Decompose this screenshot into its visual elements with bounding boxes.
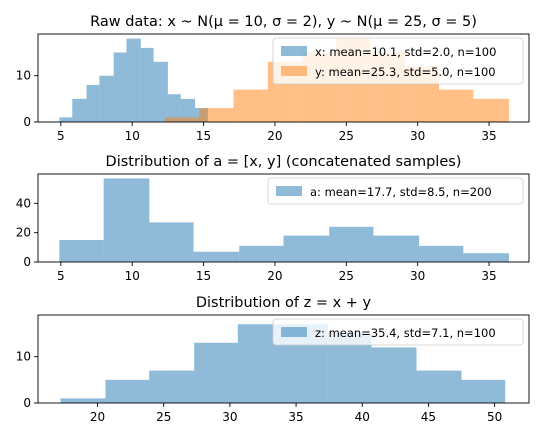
legend-box	[267, 177, 524, 205]
y-tick-label: 0	[23, 396, 31, 410]
histogram-bar	[371, 347, 417, 403]
histogram-bar	[473, 98, 510, 122]
histogram-bar	[72, 98, 87, 122]
axes-frame	[37, 314, 530, 404]
histogram-bar	[86, 84, 100, 122]
legend: a: mean=17.7, std=8.5, n=200	[267, 177, 524, 205]
y-tick-label: 10	[16, 350, 31, 364]
x-tick-label: 10	[125, 129, 140, 143]
legend: x: mean=10.1, std=2.0, n=100 y: mean=25.3…	[272, 37, 524, 85]
chart-3: Distribution of z = x + y 20 25 30 35 40 45 50 0…	[16, 295, 530, 424]
legend-label: y: mean=25.3, std=5.0, n=100	[315, 65, 496, 79]
histogram-bar	[59, 117, 73, 122]
histogram-bar	[329, 226, 374, 262]
x-tick-label: 50	[487, 410, 502, 424]
chart-1: Raw data: x ~ N(μ = 10, σ = 2), y ~ N(μ …	[16, 14, 530, 143]
histogram-bar	[149, 222, 194, 262]
histogram-bar	[167, 94, 181, 122]
x-tick-label: 30	[222, 410, 237, 424]
histogram-bar	[461, 379, 506, 403]
histogram-bar	[193, 251, 240, 262]
legend-swatch	[276, 186, 302, 196]
histogram-bar	[233, 89, 268, 122]
x-tick-label: 20	[90, 410, 105, 424]
x-tick-label: 25	[339, 269, 354, 283]
histogram-bar	[439, 89, 474, 122]
x-tick-label: 30	[410, 269, 425, 283]
chart-title: Distribution of z = x + y	[196, 295, 372, 311]
legend-swatch	[281, 46, 307, 56]
histogram-bar	[105, 379, 150, 403]
chart-title: Distribution of a = [x, y] (concatenated…	[106, 154, 462, 170]
y-tick-label: 0	[23, 255, 31, 269]
series-1	[59, 178, 510, 262]
x-tick-label: 20	[267, 129, 282, 143]
legend-label: a: mean=17.7, std=8.5, n=200	[310, 185, 492, 199]
x-tick-label: 25	[156, 410, 171, 424]
y-tick-label: 0	[23, 115, 31, 129]
legend: z: mean=35.4, std=7.1, n=100	[272, 318, 524, 346]
histogram-bar	[59, 240, 104, 262]
legend-box	[272, 318, 524, 346]
histogram-bar	[149, 370, 195, 403]
legend-label: x: mean=10.1, std=2.0, n=100	[315, 45, 496, 59]
x-tick-label: 25	[339, 129, 354, 143]
x-tick-label: 35	[288, 410, 303, 424]
legend-swatch	[281, 66, 307, 76]
histogram-bar	[140, 47, 154, 122]
x-tick-label: 10	[125, 269, 140, 283]
chart-title: Raw data: x ~ N(μ = 10, σ = 2), y ~ N(μ …	[90, 14, 477, 30]
legend-box	[272, 37, 524, 85]
histogram-bar	[99, 75, 114, 122]
histogram-bar	[419, 245, 464, 262]
y-tick-label: 20	[16, 226, 31, 240]
histogram-bar	[239, 245, 284, 262]
histogram-bar	[180, 98, 196, 122]
x-tick-label: 35	[481, 129, 496, 143]
x-tick-label: 20	[267, 269, 282, 283]
axes-frame	[37, 33, 530, 123]
x-tick-label: 30	[410, 129, 425, 143]
x-tick-label: 15	[196, 129, 211, 143]
histogram-bar	[126, 38, 141, 123]
x-tick-label: 35	[481, 269, 496, 283]
x-tick-label: 15	[196, 269, 211, 283]
histogram-bar	[60, 398, 106, 403]
chart-2: Distribution of a = [x, y] (concatenated…	[16, 154, 530, 283]
histogram-bar	[199, 108, 234, 122]
histogram-bar	[113, 52, 127, 122]
x-tick-label: 40	[355, 410, 370, 424]
legend-swatch	[281, 327, 307, 337]
histogram-bar	[463, 253, 510, 262]
x-tick-label: 45	[421, 410, 436, 424]
axes-frame	[37, 173, 530, 263]
x-tick-label: 5	[57, 269, 65, 283]
histogram-bar	[416, 370, 462, 403]
y-tick-label: 40	[16, 196, 31, 210]
histogram-bar	[373, 235, 420, 262]
histogram-bar	[165, 117, 200, 122]
legend-label: z: mean=35.4, std=7.1, n=100	[315, 326, 496, 340]
histogram-bar	[153, 61, 168, 122]
histogram-bar	[194, 342, 238, 403]
series-1	[59, 38, 208, 123]
y-tick-label: 10	[16, 69, 31, 83]
histogram-bar	[103, 178, 150, 262]
x-tick-label: 5	[57, 129, 65, 143]
histogram-bar	[283, 235, 330, 262]
